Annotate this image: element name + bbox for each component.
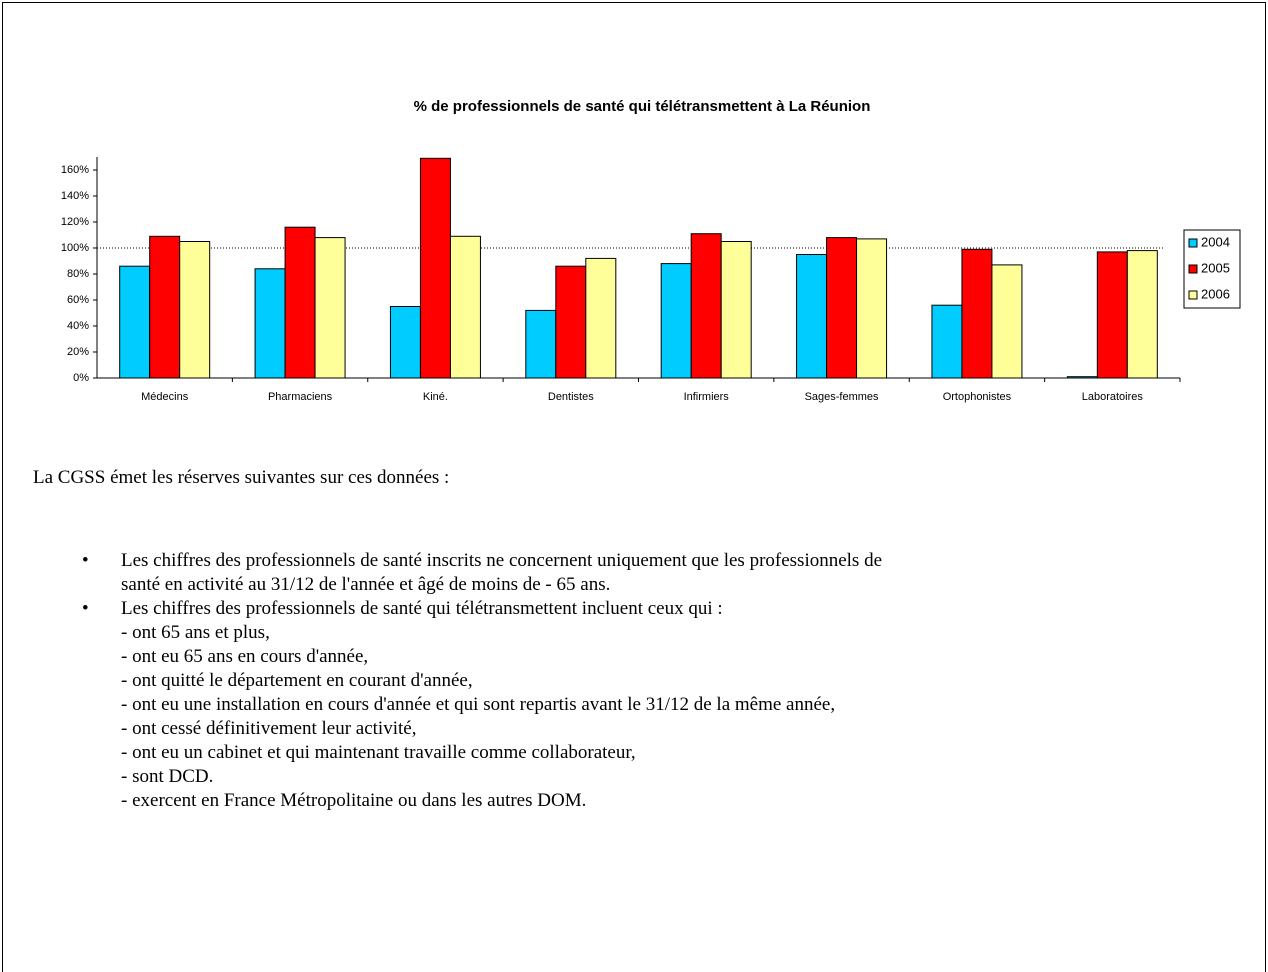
chart: % de professionnels de santé qui télétra… <box>61 98 1241 403</box>
intro: La CGSS émet les réserves suivantes sur … <box>33 467 450 488</box>
bar <box>856 238 888 379</box>
y-tick-label: 60% <box>67 294 89 306</box>
bullet-line: - ont eu 65 ans en cours d'année, <box>121 646 369 667</box>
bullet-line: Les chiffres des professionnels de santé… <box>121 550 883 571</box>
x-tick-label: Médecins <box>141 391 189 403</box>
bullet-line: - ont eu un cabinet et qui maintenant tr… <box>121 742 636 763</box>
bullet-line: santé en activité au 31/12 de l'année et… <box>121 574 611 595</box>
y-tick-label: 0% <box>73 372 89 384</box>
bar <box>931 304 963 379</box>
legend-swatch <box>1188 238 1198 248</box>
y-tick-label: 160% <box>61 164 89 176</box>
x-tick-label: Ortophonistes <box>943 391 1012 403</box>
x-tick-label: Laboratoires <box>1082 391 1144 403</box>
bar <box>555 265 587 379</box>
bullet: • Les chiffres des professionnels de sant… <box>33 597 882 813</box>
document: La CGSS émet les réserves suivantes sur … <box>33 466 882 813</box>
x-tick-label: Sages-femmes <box>805 391 879 403</box>
bullet-line: - ont cessé définitivement leur activité… <box>121 718 417 739</box>
bar <box>314 237 346 379</box>
bar <box>660 263 692 379</box>
bullet-line: - ont 65 ans et plus, <box>121 622 270 643</box>
legend-label: 2005 <box>1201 260 1230 275</box>
legend-swatch <box>1188 264 1198 274</box>
bar <box>961 248 993 379</box>
bullet-line: - sont DCD. <box>121 766 214 787</box>
y-tick-label: 80% <box>67 268 89 280</box>
bar <box>284 226 316 379</box>
y-tick-label: 100% <box>61 242 89 254</box>
legend-label: 2004 <box>1201 234 1230 249</box>
bar <box>991 264 1023 379</box>
x-tick-label: Kiné. <box>423 391 448 403</box>
bar <box>119 265 151 379</box>
bullet-line: - ont eu une installation en cours d'ann… <box>121 694 836 715</box>
bar <box>149 235 181 379</box>
x-tick-label: Pharmaciens <box>268 391 333 403</box>
bar <box>720 241 752 379</box>
legend-label: 2006 <box>1201 286 1230 301</box>
x-tick-label: Dentistes <box>548 391 594 403</box>
bullet-line: - exercent en France Métropolitaine ou d… <box>121 790 587 811</box>
chart-title: % de professionnels de santé qui télétra… <box>414 98 871 115</box>
bar <box>1126 250 1158 379</box>
y-tick-label: 20% <box>67 346 89 358</box>
bar <box>690 233 722 379</box>
bullet-dot: • <box>82 550 89 571</box>
legend-swatch <box>1188 290 1198 300</box>
bullet-list: • Les chiffres des professionnels de sant… <box>33 549 882 813</box>
bar <box>1096 251 1128 379</box>
bar <box>389 306 421 379</box>
bar <box>585 257 617 379</box>
x-tick-label: Infirmiers <box>684 391 730 403</box>
y-tick-label: 120% <box>61 216 89 228</box>
bullet-line: - ont quitté le département en courant d… <box>121 670 473 691</box>
bar <box>449 235 481 379</box>
bar <box>254 268 286 379</box>
bullet: • Les chiffres des professionnels de sant… <box>33 549 882 597</box>
y-tick-label: 140% <box>61 190 89 202</box>
bar <box>419 157 451 379</box>
bullet-line: Les chiffres des professionnels de santé… <box>121 598 723 619</box>
bar <box>826 237 858 379</box>
bar <box>796 254 828 379</box>
bar <box>179 241 211 379</box>
y-tick-label: 40% <box>67 320 89 332</box>
bullet-dot: • <box>82 598 89 619</box>
bar <box>1066 376 1098 379</box>
bar <box>525 309 557 379</box>
